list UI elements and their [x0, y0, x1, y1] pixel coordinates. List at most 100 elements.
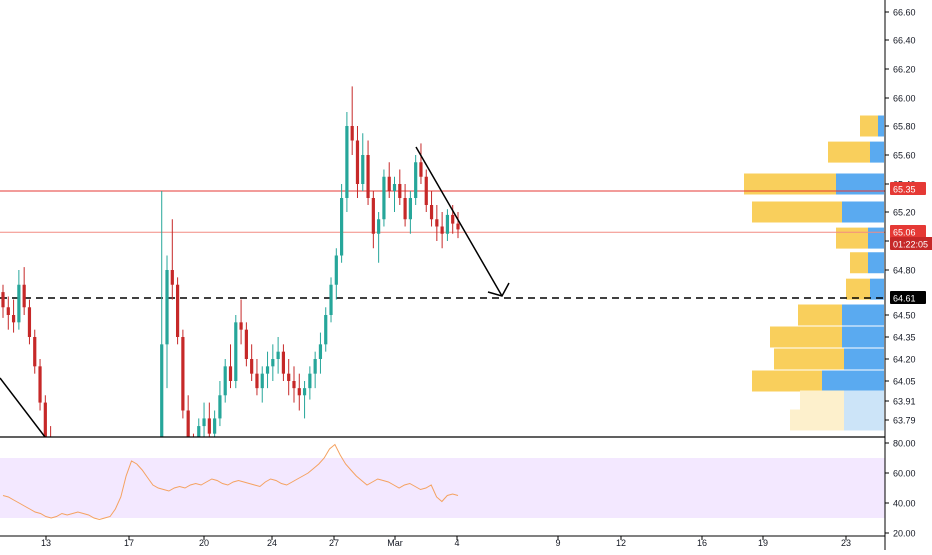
profile-buy-bar — [870, 141, 884, 163]
price-badge-label: 65.06 — [893, 227, 916, 237]
price-tick-label: 64.35 — [893, 333, 916, 343]
candle-body — [239, 322, 243, 330]
candle-body — [340, 198, 344, 256]
profile-buy-bar — [842, 201, 884, 223]
profile-sell-bar — [790, 409, 844, 431]
candle-body — [260, 373, 264, 389]
profile-sell-bar — [752, 201, 842, 223]
profile-buy-bar — [844, 409, 884, 431]
time-tick-label: 16 — [697, 538, 707, 548]
candle-body — [244, 329, 248, 359]
time-tick-label: 19 — [758, 538, 768, 548]
price-tick-label: 63.79 — [893, 416, 916, 426]
rsi-band — [0, 458, 885, 518]
time-tick-label: 4 — [454, 538, 459, 548]
profile-sell-bar — [850, 252, 868, 274]
candle-body — [223, 366, 227, 396]
profile-sell-bar — [836, 227, 868, 249]
candle-body — [181, 337, 185, 411]
time-tick-label: 9 — [555, 538, 560, 548]
candle-body — [387, 176, 391, 191]
candle-body — [456, 223, 460, 230]
candle-body — [11, 315, 16, 323]
candle-body — [398, 184, 402, 198]
profile-sell-bar — [846, 278, 870, 300]
candle-body — [392, 184, 397, 191]
candle-body — [403, 198, 407, 220]
trendlines[interactable] — [0, 146, 510, 437]
time-tick-label: 20 — [199, 538, 209, 548]
profile-sell-bar — [798, 304, 842, 326]
candle-body — [228, 366, 233, 381]
candle-body — [202, 418, 206, 427]
candle-body — [250, 359, 254, 374]
profile-buy-bar — [844, 390, 884, 412]
candle-body — [27, 307, 32, 337]
candle-body — [424, 176, 428, 205]
rsi-tick-label: 40.00 — [893, 499, 916, 509]
candle-body — [186, 410, 190, 437]
candle-body — [6, 307, 10, 315]
price-badges: 65.35 65.06 01:22:05 64.61 — [890, 182, 932, 304]
candle-body — [366, 155, 370, 198]
time-tick-label: 12 — [616, 538, 626, 548]
trendline-left — [0, 377, 46, 437]
price-badge-bg — [890, 225, 926, 238]
time-tick-label: 24 — [267, 538, 277, 548]
candle-body — [297, 388, 301, 396]
profile-buy-bar — [868, 227, 884, 249]
price-badge-label: 01:22:05 — [893, 239, 928, 249]
rsi-tick-label: 60.00 — [893, 469, 916, 479]
candle-body — [218, 395, 222, 419]
candle-body — [414, 162, 418, 198]
candle-body — [287, 373, 291, 381]
profile-buy-bar — [878, 115, 884, 137]
candle-body — [435, 219, 439, 227]
time-tick-label: 17 — [124, 538, 134, 548]
candle-body — [175, 284, 180, 337]
candle-body — [276, 351, 280, 359]
volume-profile — [744, 115, 884, 431]
rsi-line — [2, 443, 459, 521]
price-tick-label: 64.05 — [893, 377, 916, 387]
price-badge-bg — [890, 291, 926, 304]
rsi-band-fill — [0, 458, 885, 518]
rsi-line — [2, 443, 459, 521]
candles — [1, 86, 460, 457]
profile-sell-bar — [774, 348, 844, 370]
candle-body — [17, 284, 21, 323]
candle-body — [234, 322, 238, 381]
price-tick-label: 66.40 — [893, 36, 916, 46]
profile-buy-bar — [870, 278, 884, 300]
candle-body — [22, 284, 26, 308]
price-tick-label: 65.80 — [893, 122, 916, 132]
time-tick-label: Mar — [387, 538, 403, 548]
candle-body — [207, 418, 211, 434]
candle-body — [255, 373, 259, 389]
candle-body — [292, 381, 296, 389]
profile-buy-bar — [822, 370, 884, 392]
candle-body — [408, 198, 412, 220]
profile-sell-bar — [828, 141, 870, 163]
trendline-arrowhead — [487, 282, 510, 297]
profile-sell-bar — [800, 390, 844, 412]
price-tick-label: 63.91 — [893, 397, 916, 407]
candle-body — [440, 226, 444, 234]
candle-body — [302, 388, 307, 396]
candle-body — [1, 292, 5, 308]
candle-body — [49, 441, 52, 456]
candle-body — [329, 284, 333, 315]
candle-body — [318, 344, 323, 359]
rsi-tick-label: 20.00 — [893, 529, 916, 539]
price-tick-label: 65.20 — [893, 208, 916, 218]
profile-sell-bar — [770, 326, 842, 348]
candle-body — [345, 126, 349, 198]
candle-body — [361, 155, 365, 184]
profile-buy-bar — [868, 252, 884, 274]
price-badge-bg — [890, 182, 926, 195]
candle-body — [192, 449, 195, 457]
profile-sell-bar — [752, 370, 822, 392]
profile-buy-bar — [844, 348, 884, 370]
